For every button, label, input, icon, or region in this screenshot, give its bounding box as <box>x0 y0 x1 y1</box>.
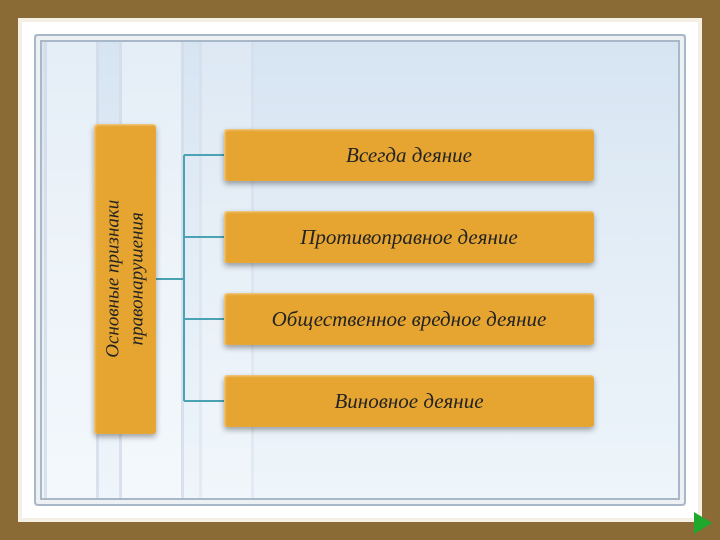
diagram-branch-node: Общественное вредное деяние <box>224 293 594 345</box>
slide-background: Основные признаки правонарушения Всегда … <box>34 34 686 506</box>
branch-label: Виновное деяние <box>334 389 483 414</box>
branch-label: Общественное вредное деяние <box>272 307 547 332</box>
slide-mid-frame: Основные признаки правонарушения Всегда … <box>18 18 702 522</box>
diagram-branch-node: Всегда деяние <box>224 129 594 181</box>
diagram-root-label: Основные признаки правонарушения <box>101 200 149 358</box>
diagram-branch-node: Виновное деяние <box>224 375 594 427</box>
slide-outer-frame: Основные признаки правонарушения Всегда … <box>0 0 720 540</box>
diagram-container: Основные признаки правонарушения Всегда … <box>34 34 686 506</box>
next-slide-button[interactable] <box>694 512 712 534</box>
diagram-branch-node: Противоправное деяние <box>224 211 594 263</box>
root-label-line-1: Основные признаки <box>102 200 123 358</box>
branch-label: Всегда деяние <box>346 143 472 168</box>
diagram-root-node: Основные признаки правонарушения <box>94 124 156 434</box>
root-label-line-2: правонарушения <box>126 212 147 345</box>
branch-label: Противоправное деяние <box>300 225 517 250</box>
